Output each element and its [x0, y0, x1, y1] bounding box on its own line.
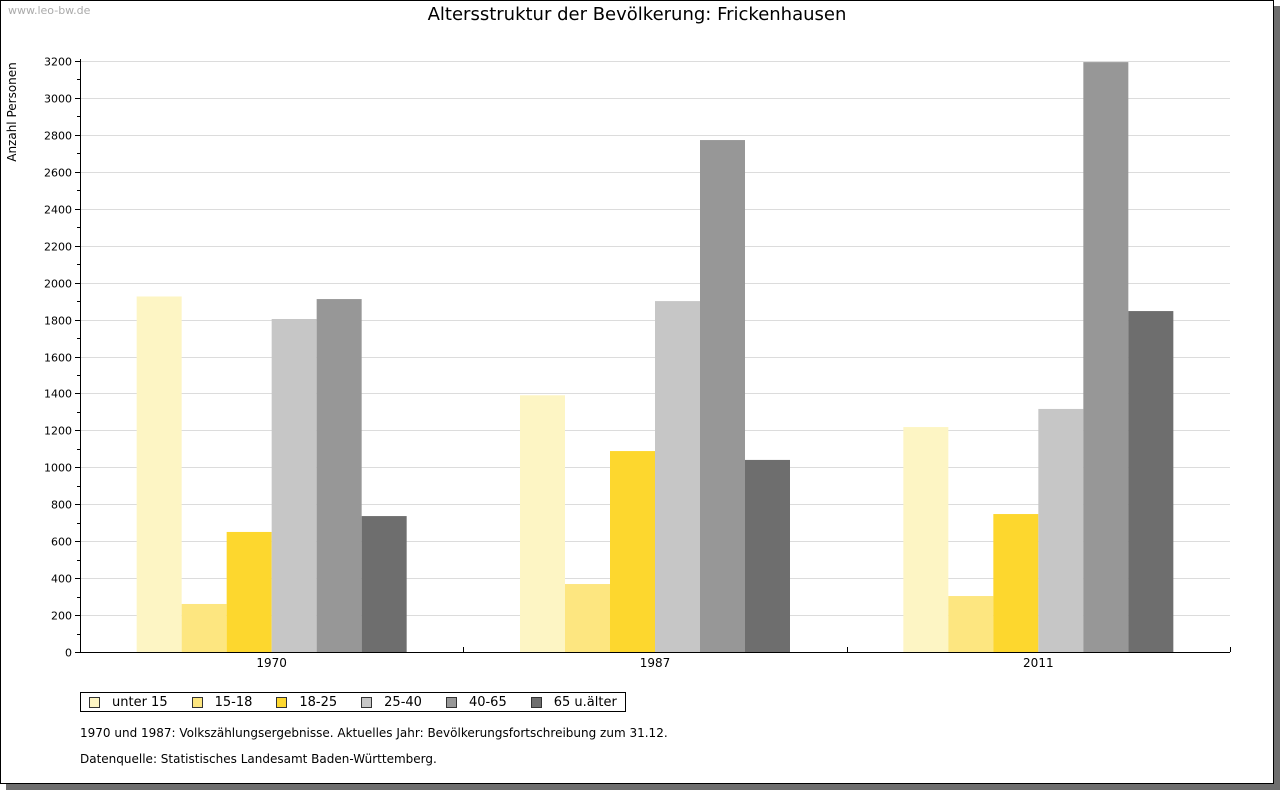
- x-tick-label: 2011: [1023, 656, 1054, 670]
- bar-1987-40-65: [700, 140, 745, 652]
- y-axis-label: Anzahl Personen: [5, 62, 19, 162]
- legend-swatch: [191, 696, 203, 708]
- bar-1987-15-18: [565, 584, 610, 652]
- y-tick-label: 0: [65, 647, 72, 660]
- note-census: 1970 und 1987: Volkszählungsergebnisse. …: [80, 726, 668, 740]
- legend-swatch: [276, 696, 288, 708]
- y-tick-label: 600: [51, 536, 72, 549]
- legend-label: 65 u.älter: [553, 694, 617, 710]
- bar-1970-15-18: [181, 603, 227, 652]
- bar-1970-40-65: [316, 299, 362, 652]
- bar-1987-unter-15: [520, 395, 565, 652]
- bar-2011-15-18: [948, 596, 994, 652]
- bar-1970-25-40: [271, 319, 317, 652]
- legend-swatch: [530, 696, 542, 708]
- legend: unter 15 15-18 18-25 25-40 40-65 65 u.älter: [80, 692, 626, 712]
- bar-2011-unter-15: [903, 427, 949, 652]
- y-tick-label: 400: [51, 573, 72, 586]
- y-tick-label: 200: [51, 610, 72, 623]
- y-tick-label: 2000: [44, 278, 72, 291]
- legend-item: unter 15: [89, 695, 168, 710]
- legend-label: 15-18: [214, 694, 253, 710]
- y-tick-label: 800: [51, 499, 72, 512]
- bar-1987-65-u-lter: [745, 459, 790, 652]
- y-tick-label: 3000: [44, 93, 72, 106]
- legend-item: 15-18: [191, 694, 253, 710]
- y-tick-label: 1400: [44, 388, 72, 401]
- y-tick-label: 2600: [44, 167, 72, 180]
- legend-swatch: [445, 696, 457, 708]
- y-tick-label: 1200: [44, 425, 72, 438]
- bar-1970-65-u-lter: [361, 516, 407, 652]
- legend-swatch: [89, 696, 100, 708]
- bar-2011-18-25: [993, 514, 1039, 652]
- y-tick-label: 1600: [44, 352, 72, 365]
- y-tick-label: 2200: [44, 241, 72, 254]
- legend-item: 25-40: [361, 695, 422, 710]
- legend-label: 18-25: [299, 694, 338, 710]
- y-tick-label: 1000: [44, 462, 72, 475]
- watermark: www.leo-bw.de: [8, 4, 91, 17]
- bar-2011-40-65: [1083, 62, 1129, 652]
- legend-label: 25-40: [384, 694, 422, 710]
- bar-2011-65-u-lter: [1128, 311, 1174, 652]
- bar-1987-25-40: [655, 301, 700, 652]
- x-tick-label: 1970: [256, 656, 287, 670]
- y-tick-label: 2400: [44, 204, 72, 217]
- bar-2011-25-40: [1038, 408, 1084, 652]
- x-tick-label: 1987: [640, 656, 671, 670]
- legend-swatch: [361, 696, 373, 708]
- legend-label: unter 15: [112, 694, 168, 710]
- legend-item: 40-65: [445, 694, 507, 710]
- chart-title: Altersstruktur der Bevölkerung: Frickenh…: [427, 4, 847, 25]
- bar-1987-18-25: [610, 451, 655, 652]
- legend-item: 65 u.älter: [530, 694, 617, 710]
- bar-1970-unter-15: [136, 296, 182, 652]
- y-tick-label: 1800: [44, 315, 72, 328]
- note-source: Datenquelle: Statistisches Landesamt Bad…: [80, 752, 437, 766]
- bar-1970-18-25: [226, 531, 272, 652]
- legend-label: 40-65: [468, 694, 507, 710]
- legend-item: 18-25: [276, 695, 337, 710]
- y-tick-label: 3200: [44, 56, 72, 69]
- y-tick-label: 2800: [44, 130, 72, 143]
